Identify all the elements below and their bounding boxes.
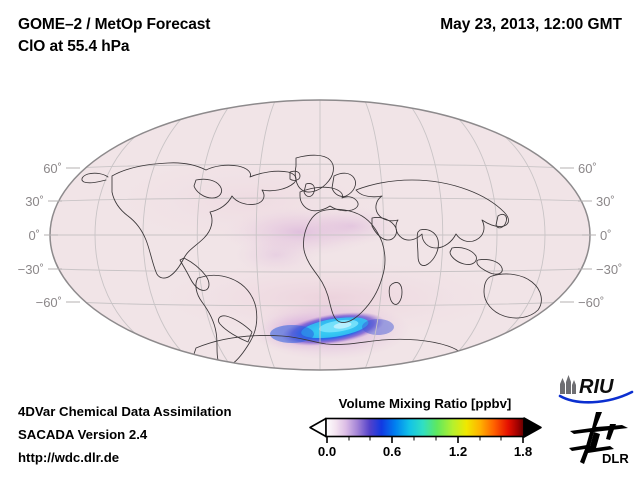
world-map-panel: 60˚ 30˚ 0˚ −30˚ −60˚ 60˚ 30˚ 0˚ −30˚ −60… (0, 80, 640, 385)
timestamp: May 23, 2013, 12:00 GMT (440, 16, 622, 33)
lat-tick-marks (44, 167, 596, 303)
lat-label-left-m30: −30˚ (18, 262, 44, 277)
website-url[interactable]: http://wdc.dlr.de (18, 450, 120, 465)
colorbar-minor-ticks (348, 436, 502, 441)
dlr-emblem-icon (569, 412, 628, 464)
world-map: 60˚ 30˚ 0˚ −30˚ −60˚ 60˚ 30˚ 0˚ −30˚ −60… (18, 99, 623, 371)
colorbar-tick-0: 0.0 (317, 444, 337, 459)
colorbar-tick-labels: 0.0 0.6 1.2 1.8 (305, 444, 545, 464)
lat-labels: 60˚ 30˚ 0˚ −30˚ −60˚ 60˚ 30˚ 0˚ −30˚ −60… (18, 161, 623, 310)
riu-swoosh-icon (558, 390, 634, 404)
page-title: GOME–2 / MetOp Forecast (18, 16, 211, 33)
antarctic-clo-plume (250, 300, 410, 360)
colorbar-title: Volume Mixing Ratio [ppbv] (338, 396, 512, 411)
colorbar-tick-3: 1.8 (513, 444, 533, 459)
riu-logo: RIU (558, 375, 634, 404)
header-title-block: GOME–2 / MetOp Forecast ClO at 55.4 hPa (18, 14, 418, 58)
colorbar-major-ticks (326, 436, 524, 443)
dlr-logo: DLR (569, 412, 629, 466)
colorbar-tick-1: 0.6 (382, 444, 402, 459)
lat-label-right-m60: −60˚ (578, 295, 604, 310)
lat-label-left-60: 60˚ (43, 161, 62, 176)
coastlines (81, 154, 561, 370)
map-data-layer (50, 100, 590, 370)
lat-label-right-30: 30˚ (596, 194, 615, 209)
method-label: 4DVar Chemical Data Assimilation (18, 404, 232, 419)
lat-label-left-0: 0˚ (28, 228, 40, 243)
dlr-wordmark: DLR (602, 451, 629, 466)
lat-label-left-m60: −60˚ (36, 295, 62, 310)
riu-skyline-icon (560, 375, 576, 394)
southern-band-field (150, 258, 510, 338)
colorbar-left-cap-arrow-icon (309, 417, 327, 438)
lat-label-right-m30: −30˚ (596, 262, 622, 277)
lat-label-right-60: 60˚ (578, 161, 597, 176)
graticule (50, 100, 590, 370)
colorbar-scale (309, 417, 542, 443)
colorbar: Volume Mixing Ratio [ppbv] (305, 396, 545, 476)
equatorial-enhancement-3 (232, 235, 320, 275)
lat-label-left-30: 30˚ (25, 194, 44, 209)
lat-label-right-0: 0˚ (600, 228, 612, 243)
version-label: SACADA Version 2.4 (18, 427, 148, 442)
colorbar-gradient (325, 417, 525, 438)
page-subtitle: ClO at 55.4 hPa (18, 38, 130, 55)
colorbar-tick-2: 1.2 (448, 444, 468, 459)
riu-wordmark: RIU (579, 376, 614, 398)
footer-info-block: 4DVar Chemical Data Assimilation SACADA … (18, 400, 318, 469)
equatorial-enhancement-2 (300, 206, 404, 246)
colorbar-right-cap-arrow-icon (523, 417, 542, 438)
